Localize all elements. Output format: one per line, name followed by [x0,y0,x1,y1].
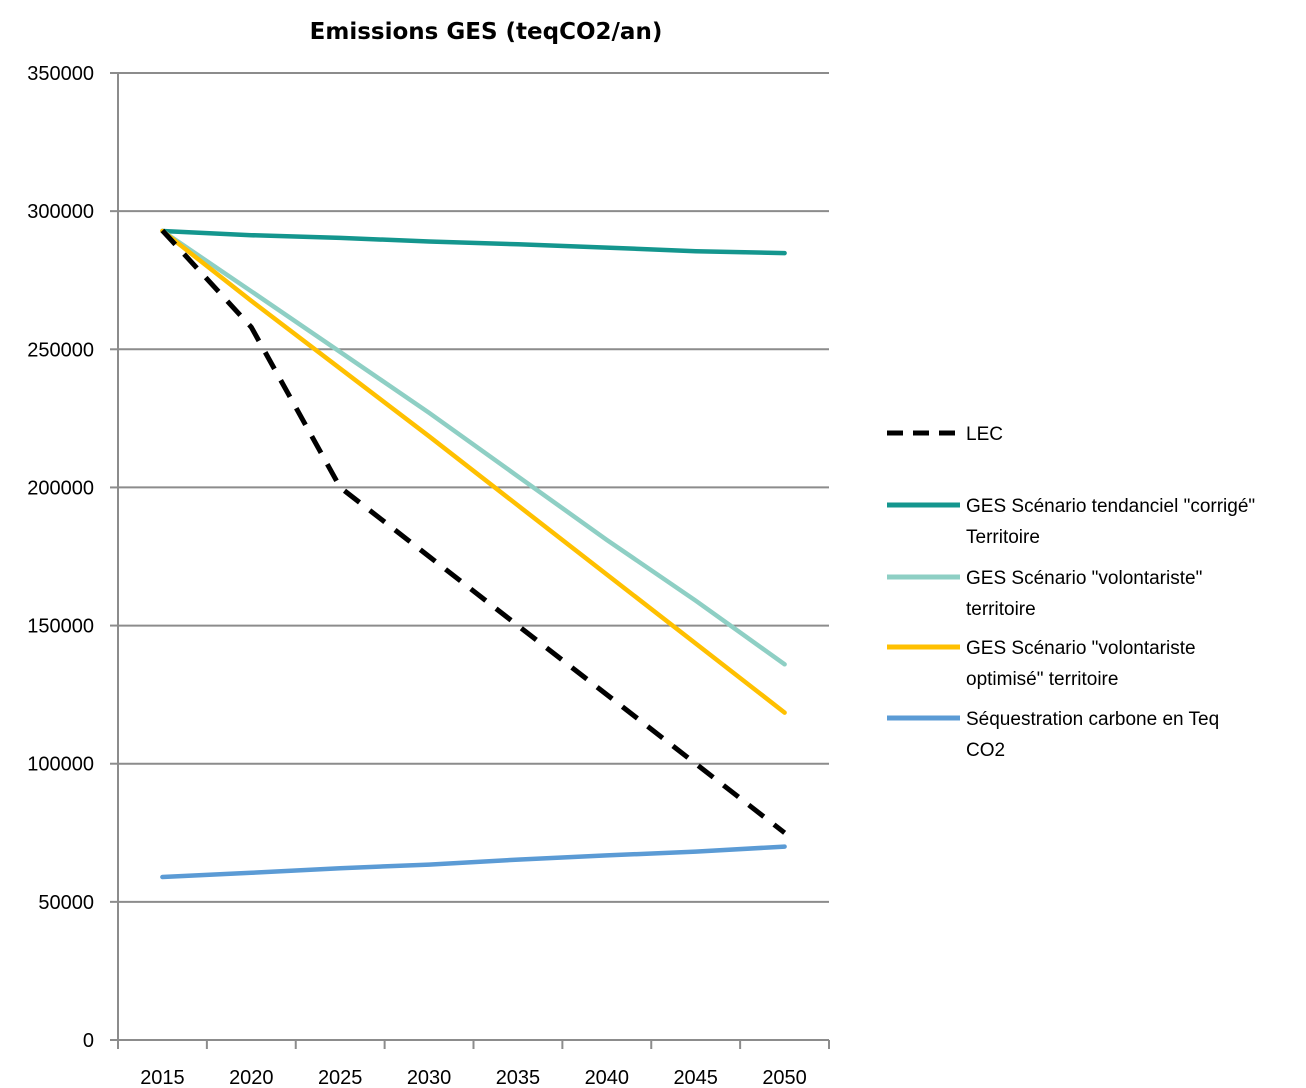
legend-label: GES Scénario "volontariste" territoire [966,568,1202,620]
x-tick-label: 2035 [496,1067,541,1088]
legend-label: GES Scénario "volontariste optimisé" terr… [966,638,1196,690]
series-lines [160,228,787,880]
y-tick-label: 200000 [27,477,94,499]
x-tick-label: 2020 [229,1067,274,1088]
legend-entry: GES Scénario tendanciel "corrigé" Territo… [887,496,1255,548]
series-line [160,228,787,667]
y-tick-label: 300000 [27,201,94,223]
x-tick-label: 2050 [762,1067,807,1088]
y-tick-label: 50000 [38,892,94,914]
y-tick-label: 250000 [27,339,94,361]
legend-entry: LEC [887,424,1003,445]
x-tick-label: 2030 [407,1067,452,1088]
y-tick-label: 0 [83,1030,94,1052]
x-tick-label: 2040 [585,1067,630,1088]
series-line [160,228,787,835]
series-line [160,844,787,880]
legend-entry: Séquestration carbone en Teq CO2 [887,709,1219,761]
series-line [160,228,787,256]
y-tick-label: 350000 [27,63,94,85]
gridlines [118,72,829,903]
legend: LEC GES Scénario tendanciel "corrigé" Terr… [887,424,1255,761]
x-tick-label: 2025 [318,1067,363,1088]
legend-label: LEC [966,424,1003,445]
x-tick-label: 2045 [673,1067,718,1088]
x-tick-label: 2015 [140,1067,185,1088]
legend-entry: GES Scénario "volontariste" territoire [887,568,1202,620]
legend-label: GES Scénario tendanciel "corrigé" Territo… [966,496,1255,548]
axes: 0 50000 100000 150000 200000 250000 300000 3500… [27,63,830,1088]
chart-title: Emissions GES (teqCO2/an) [310,19,663,45]
legend-label: Séquestration carbone en Teq CO2 [966,709,1219,761]
series-line [160,228,787,715]
y-tick-label: 100000 [27,754,94,776]
y-tick-label: 150000 [27,616,94,638]
legend-entry: GES Scénario "volontariste optimisé" terr… [887,638,1196,690]
